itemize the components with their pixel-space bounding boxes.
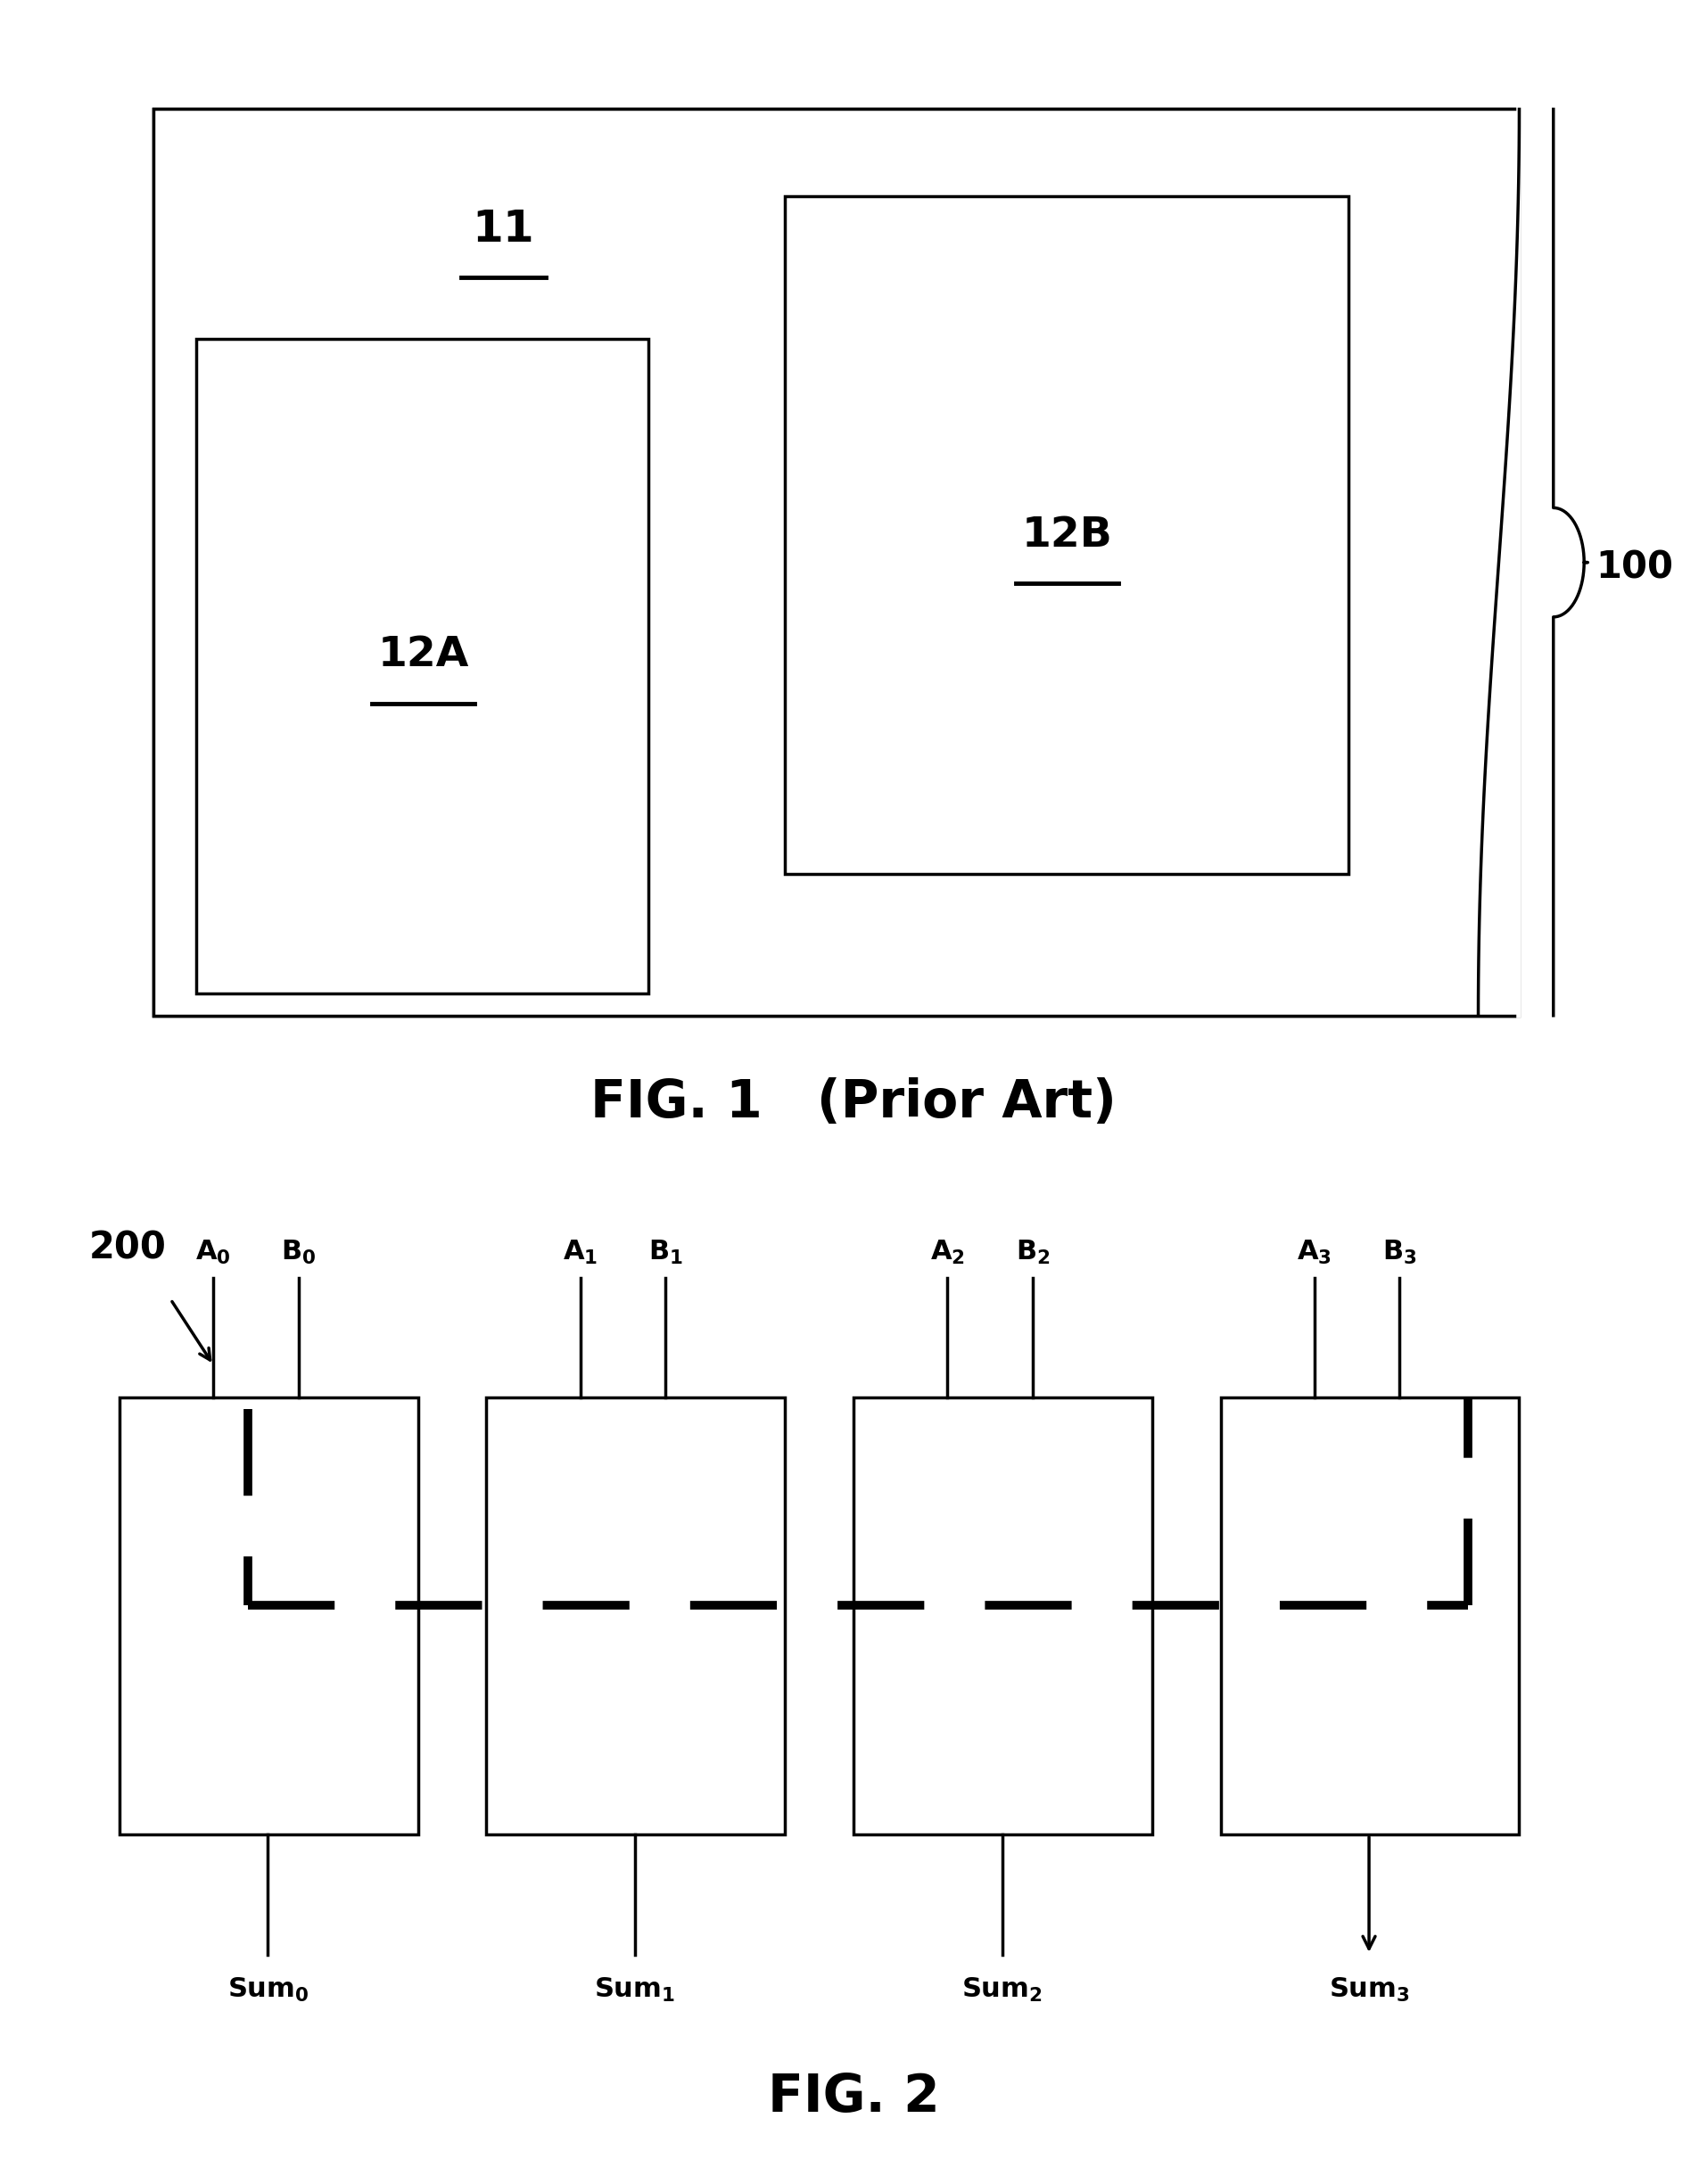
Bar	[154, 109, 1519, 1016]
Text: 200: 200	[89, 1230, 167, 1267]
Bar	[196, 339, 649, 994]
Text: 12A: 12A	[377, 636, 469, 675]
Text: FIG. 1   (Prior Art): FIG. 1 (Prior Art)	[591, 1077, 1116, 1129]
Bar	[854, 1398, 1152, 1835]
Text: 11: 11	[473, 207, 534, 251]
Text: $\mathbf{B_{2}}$: $\mathbf{B_{2}}$	[1016, 1238, 1050, 1267]
Bar	[1221, 1398, 1519, 1835]
Text: $\mathbf{Sum_{0}}$: $\mathbf{Sum_{0}}$	[227, 1977, 309, 2005]
Text: $\mathbf{Sum_{2}}$: $\mathbf{Sum_{2}}$	[961, 1977, 1043, 2005]
Bar	[119, 1398, 418, 1835]
Text: $\mathbf{Sum_{3}}$: $\mathbf{Sum_{3}}$	[1328, 1977, 1410, 2005]
Text: $\mathbf{A_{1}}$: $\mathbf{A_{1}}$	[563, 1238, 597, 1267]
Text: $\mathbf{B_{3}}$: $\mathbf{B_{3}}$	[1383, 1238, 1417, 1267]
Text: $\mathbf{A_{3}}$: $\mathbf{A_{3}}$	[1297, 1238, 1331, 1267]
Text: 100: 100	[1596, 548, 1673, 587]
Text: FIG. 2: FIG. 2	[768, 2070, 939, 2123]
Bar	[154, 109, 1519, 1016]
Text: $\mathbf{Sum_{1}}$: $\mathbf{Sum_{1}}$	[594, 1977, 676, 2005]
Text: $\mathbf{B_{0}}$: $\mathbf{B_{0}}$	[282, 1238, 316, 1267]
Text: $\mathbf{A_{2}}$: $\mathbf{A_{2}}$	[930, 1238, 964, 1267]
Bar	[486, 1398, 785, 1835]
Text: $\mathbf{A_{0}}$: $\mathbf{A_{0}}$	[196, 1238, 230, 1267]
Text: 12B: 12B	[1021, 515, 1113, 555]
Bar	[785, 197, 1349, 874]
Text: $\mathbf{B_{1}}$: $\mathbf{B_{1}}$	[649, 1238, 683, 1267]
